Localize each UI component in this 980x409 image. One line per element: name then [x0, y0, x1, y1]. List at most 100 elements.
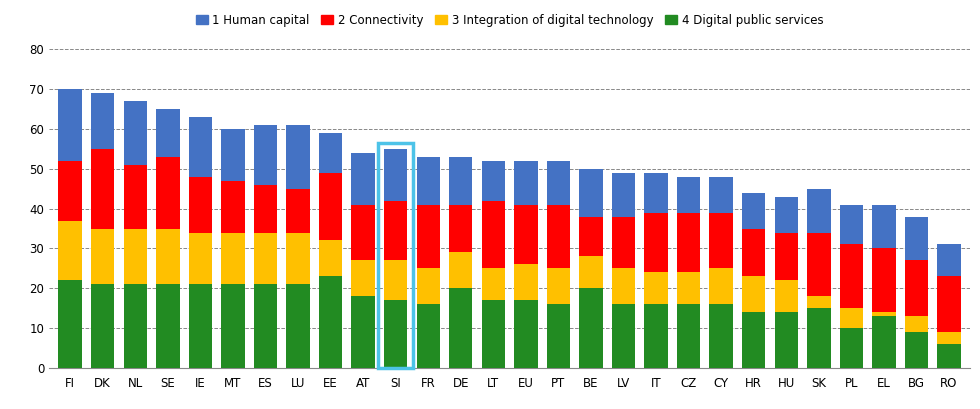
Bar — [905, 316, 928, 332]
Bar — [872, 248, 896, 312]
Bar — [352, 204, 374, 261]
Bar — [123, 101, 147, 165]
Bar — [59, 220, 82, 281]
Bar — [449, 204, 472, 252]
Bar — [352, 296, 374, 368]
Bar — [286, 284, 310, 368]
Bar — [59, 161, 82, 220]
Bar — [416, 268, 440, 304]
Bar — [937, 332, 960, 344]
Bar — [840, 308, 863, 328]
Bar — [742, 312, 765, 368]
Bar — [254, 185, 277, 232]
Bar — [808, 189, 831, 232]
Bar — [481, 200, 505, 268]
Bar — [774, 281, 798, 312]
Bar — [481, 161, 505, 200]
Bar — [514, 264, 538, 300]
Bar — [774, 232, 798, 281]
Bar — [742, 276, 765, 312]
Bar — [59, 89, 82, 161]
Bar — [59, 281, 82, 368]
Bar — [416, 304, 440, 368]
Bar — [547, 161, 570, 204]
Bar — [481, 268, 505, 300]
Bar — [937, 245, 960, 276]
Bar — [547, 304, 570, 368]
Bar — [286, 232, 310, 284]
Bar — [123, 229, 147, 284]
Bar — [872, 316, 896, 368]
Bar — [937, 344, 960, 368]
Bar — [318, 276, 342, 368]
Bar — [612, 268, 635, 304]
Bar — [905, 332, 928, 368]
Bar — [710, 213, 733, 268]
Bar — [774, 312, 798, 368]
Bar — [579, 256, 603, 288]
Bar — [221, 129, 245, 181]
Bar — [318, 173, 342, 240]
Bar — [318, 240, 342, 276]
Bar — [677, 272, 701, 304]
Bar — [449, 157, 472, 204]
Bar — [905, 261, 928, 316]
Bar — [937, 276, 960, 332]
Bar — [840, 328, 863, 368]
Bar — [774, 197, 798, 232]
Bar — [808, 296, 831, 308]
Bar — [156, 109, 179, 157]
Bar — [547, 204, 570, 268]
Bar — [872, 312, 896, 316]
Bar — [384, 261, 408, 300]
Bar — [91, 93, 115, 149]
Bar — [352, 153, 374, 204]
Bar — [710, 268, 733, 304]
Bar — [579, 217, 603, 256]
Bar — [742, 229, 765, 276]
Bar — [514, 161, 538, 204]
Bar — [384, 300, 408, 368]
Bar — [612, 173, 635, 217]
Legend: 1 Human capital, 2 Connectivity, 3 Integration of digital technology, 4 Digital : 1 Human capital, 2 Connectivity, 3 Integ… — [196, 13, 823, 27]
Bar — [416, 157, 440, 204]
Bar — [221, 181, 245, 232]
Bar — [156, 284, 179, 368]
Bar — [612, 304, 635, 368]
Bar — [449, 252, 472, 288]
Bar — [677, 304, 701, 368]
Bar — [254, 232, 277, 284]
Bar — [384, 200, 408, 261]
Bar — [318, 133, 342, 173]
Bar — [645, 173, 667, 213]
Bar — [481, 300, 505, 368]
Bar — [710, 304, 733, 368]
Bar — [710, 177, 733, 213]
Bar — [188, 177, 212, 232]
Bar — [91, 284, 115, 368]
Bar — [514, 204, 538, 264]
Bar — [742, 193, 765, 229]
Bar — [156, 157, 179, 229]
Bar — [352, 261, 374, 296]
Bar — [188, 284, 212, 368]
Bar — [905, 217, 928, 261]
Bar — [91, 229, 115, 284]
Bar — [547, 268, 570, 304]
Bar — [156, 229, 179, 284]
Bar — [840, 204, 863, 245]
Bar — [872, 204, 896, 248]
Bar — [286, 125, 310, 189]
Bar — [123, 284, 147, 368]
Bar — [188, 232, 212, 284]
Bar — [514, 300, 538, 368]
Bar — [808, 308, 831, 368]
Bar — [286, 189, 310, 232]
Bar — [254, 284, 277, 368]
Bar — [677, 213, 701, 272]
Bar — [91, 149, 115, 229]
Bar — [645, 304, 667, 368]
Bar — [254, 125, 277, 185]
Bar — [645, 272, 667, 304]
Bar — [449, 288, 472, 368]
